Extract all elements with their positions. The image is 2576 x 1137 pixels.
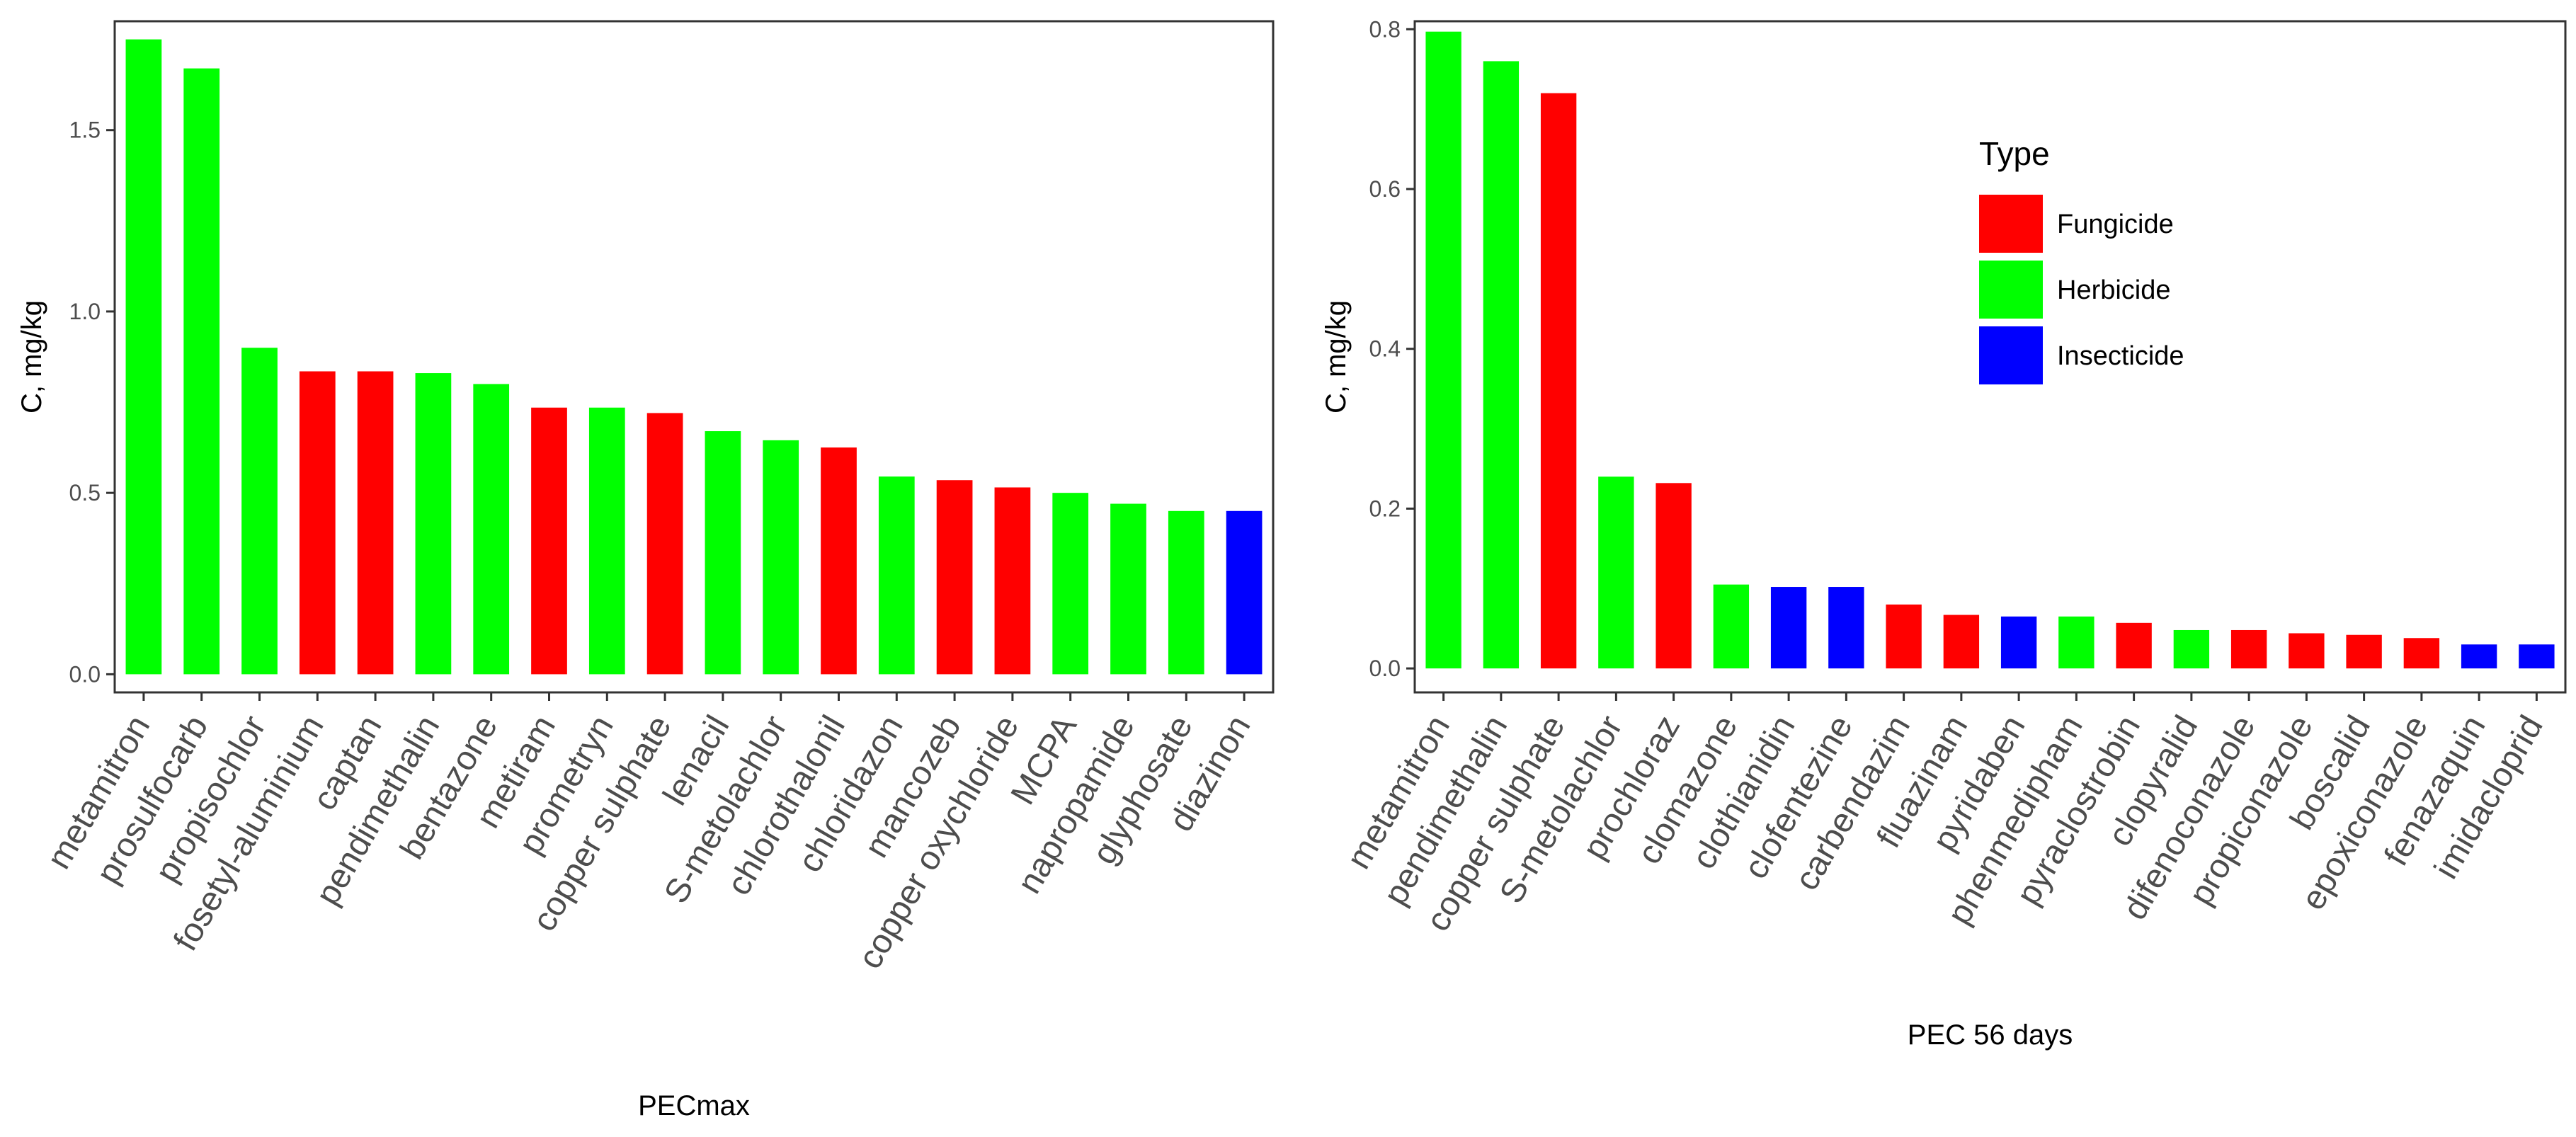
legend-label-insecticide: Insecticide — [2057, 341, 2184, 371]
legend-title: Type — [1979, 135, 2050, 172]
right-bar-12 — [2116, 622, 2152, 669]
right-bar-5 — [1713, 584, 1750, 669]
right-y-tick-label: 0.4 — [1369, 336, 1401, 362]
left-bar-8 — [588, 407, 625, 675]
left-bar-9 — [646, 413, 683, 675]
left-bar-2 — [241, 348, 278, 675]
right-bar-11 — [2058, 616, 2095, 669]
right-bar-6 — [1770, 587, 1807, 669]
right-bar-18 — [2461, 644, 2497, 669]
legend-key-herbicide — [1979, 261, 2043, 319]
left-y-axis-title: C, mg/kg — [16, 300, 47, 413]
right-bar-13 — [2173, 629, 2210, 669]
right-bar-2 — [1540, 93, 1577, 669]
right-y-tick-label: 0.2 — [1369, 496, 1401, 521]
left-y-tick-label: 1.5 — [69, 118, 101, 143]
right-bar-8 — [1886, 604, 1922, 669]
right-chart-panel: 0.00.20.40.60.8C, mg/kgmetamitronpendime… — [1321, 16, 2567, 1051]
left-bar-18 — [1168, 510, 1204, 675]
left-bar-15 — [994, 487, 1031, 675]
right-x-axis-title: PEC 56 days — [1908, 1019, 2073, 1051]
right-y-tick-label: 0.6 — [1369, 176, 1401, 202]
left-bar-17 — [1110, 503, 1146, 675]
left-bar-19 — [1226, 510, 1263, 675]
right-bar-17 — [2403, 638, 2440, 669]
left-y-tick-label: 1.0 — [69, 299, 101, 324]
right-panel-border — [1413, 20, 2567, 694]
right-bar-9 — [1943, 615, 1980, 669]
left-y-tick-label: 0.0 — [69, 661, 101, 687]
left-chart-panel: 0.00.51.01.5C, mg/kgmetamitronprosulfoca… — [16, 20, 1275, 1121]
left-bar-14 — [936, 480, 973, 675]
right-bar-0 — [1425, 31, 1461, 669]
left-bar-6 — [473, 384, 510, 675]
left-x-axis-title: PECmax — [638, 1090, 750, 1121]
left-panel-border — [113, 20, 1275, 694]
left-bar-3 — [299, 371, 336, 675]
left-bar-1 — [183, 68, 220, 675]
right-bar-7 — [1828, 587, 1864, 669]
legend-key-insecticide — [1979, 326, 2043, 384]
left-y-tick-label: 0.5 — [69, 480, 101, 505]
left-bar-11 — [763, 440, 799, 675]
legend-key-fungicide — [1979, 195, 2043, 253]
left-bar-13 — [878, 476, 915, 675]
left-bar-7 — [531, 407, 567, 675]
right-y-tick-label: 0.0 — [1369, 656, 1401, 681]
left-bar-0 — [125, 39, 162, 675]
legend-label-fungicide: Fungicide — [2057, 210, 2174, 239]
legend-label-herbicide: Herbicide — [2057, 275, 2171, 305]
right-bar-10 — [2000, 616, 2037, 669]
right-bar-4 — [1655, 483, 1692, 669]
right-bar-14 — [2230, 629, 2267, 669]
left-bar-4 — [357, 371, 394, 675]
right-bar-19 — [2519, 644, 2555, 669]
right-y-axis-title: C, mg/kg — [1321, 300, 1352, 413]
right-y-tick-label: 0.8 — [1369, 16, 1401, 42]
right-bar-1 — [1483, 61, 1520, 669]
left-bar-5 — [415, 373, 452, 675]
left-bar-12 — [821, 447, 857, 675]
right-bar-16 — [2346, 634, 2382, 669]
right-bar-15 — [2289, 633, 2325, 669]
left-bar-16 — [1052, 493, 1089, 675]
right-bar-3 — [1598, 476, 1634, 669]
left-bar-10 — [705, 431, 741, 675]
legend: Type Fungicide Herbicide Insecticide — [1979, 135, 2184, 384]
